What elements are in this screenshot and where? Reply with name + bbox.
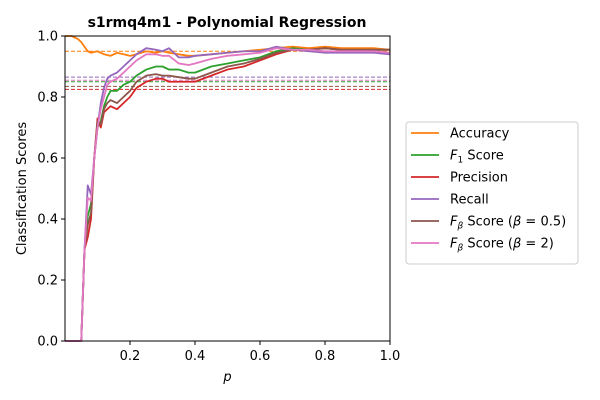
plot-frame	[64, 35, 391, 342]
chart-title: s1rmq4m1 - Polynomial Regression	[88, 15, 367, 31]
y-tick-label-1: 0.2	[37, 274, 58, 289]
plot-area	[64, 35, 391, 342]
x-axis: 0.2 0.4 0.6 0.8 1.0	[120, 341, 401, 364]
legend-label-4: Fβ Score (β = 0.5)	[450, 215, 566, 232]
y-tick-label-4: 0.8	[37, 91, 58, 106]
legend-label-2: Precision	[450, 171, 508, 186]
legend: Accuracy F1 Score Precision Recall Fβ Score …	[405, 121, 579, 265]
legend-label-0: Accuracy	[450, 127, 510, 142]
legend-label-3: Recall	[450, 193, 489, 208]
series-lines	[65, 35, 391, 342]
x-axis-label: p	[222, 370, 231, 385]
y-axis-label: Classification Scores	[15, 122, 30, 256]
legend-label-1: F1 Score	[450, 149, 504, 166]
x-tick-label-4: 1.0	[380, 349, 401, 364]
legend-box	[405, 121, 579, 265]
legend-label-5: Fβ Score (β = 2)	[450, 237, 554, 254]
y-axis: 0.0 0.2 0.4 0.6 0.8 1.0	[37, 30, 65, 350]
x-tick-label-3: 0.8	[315, 349, 336, 364]
series-line-5	[65, 47, 391, 342]
y-tick-label-3: 0.6	[37, 152, 58, 167]
x-tick-label-2: 0.6	[250, 349, 271, 364]
y-tick-label-0: 0.0	[37, 335, 58, 350]
x-tick-label-0: 0.2	[120, 349, 141, 364]
legend-items: Accuracy F1 Score Precision Recall Fβ Score …	[411, 127, 566, 254]
x-tick-label-1: 0.4	[185, 349, 206, 364]
y-tick-label-5: 1.0	[37, 30, 58, 45]
y-tick-label-2: 0.4	[37, 213, 58, 228]
